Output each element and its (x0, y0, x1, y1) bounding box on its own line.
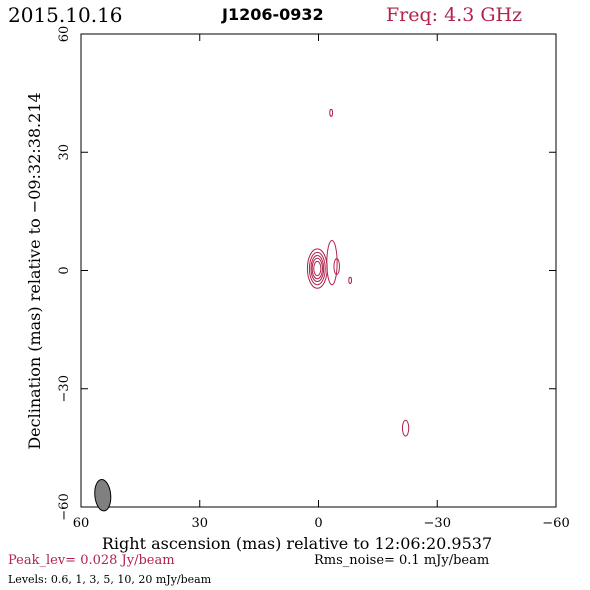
knot-2-contour (333, 258, 340, 275)
peak-level: Peak_lev= 0.028 Jy/beam (8, 553, 175, 568)
spot-3-contour (348, 276, 353, 285)
y-tick-label: 60 (57, 26, 72, 43)
frequency-label: Freq: 4.3 GHz (386, 4, 523, 26)
x-tick-label: 60 (73, 516, 90, 531)
core-contour (310, 255, 325, 283)
y-tick-label: −30 (57, 375, 72, 402)
y-tick-labels: −60 −30 0 30 60 (57, 26, 72, 521)
x-axis-label: Right ascension (mas) relative to 12:06:… (102, 534, 492, 553)
contour-group (306, 108, 410, 437)
knot-1-contour (326, 240, 338, 286)
contour-levels: Levels: 0.6, 1, 3, 5, 10, 20 mJy/beam (8, 573, 212, 586)
plot-frame (80, 33, 557, 508)
x-tick-label: 30 (191, 516, 208, 531)
south-spot-contour (401, 419, 410, 437)
axis-ticks (80, 33, 557, 508)
north-spot-contour (329, 108, 334, 117)
y-tick-label: 0 (57, 266, 72, 274)
beam-ellipse (94, 478, 112, 512)
x-tick-label: −60 (542, 516, 569, 531)
observation-date: 2015.10.16 (8, 3, 123, 27)
core-contour (306, 248, 328, 289)
x-tick-label: 0 (314, 516, 322, 531)
source-name: J1206-0932 (222, 5, 324, 24)
y-axis-label: Declination (mas) relative to −09:32:38.… (25, 92, 44, 449)
y-tick-label: −60 (57, 493, 72, 520)
y-tick-label: 30 (57, 144, 72, 161)
rms-noise: Rms_noise= 0.1 mJy/beam (314, 553, 490, 568)
core-contour (313, 260, 322, 277)
x-tick-label: −30 (424, 516, 451, 531)
core-contour (308, 251, 326, 286)
x-tick-labels: 60 30 0 −30 −60 (73, 516, 570, 531)
core-contour (311, 257, 323, 280)
